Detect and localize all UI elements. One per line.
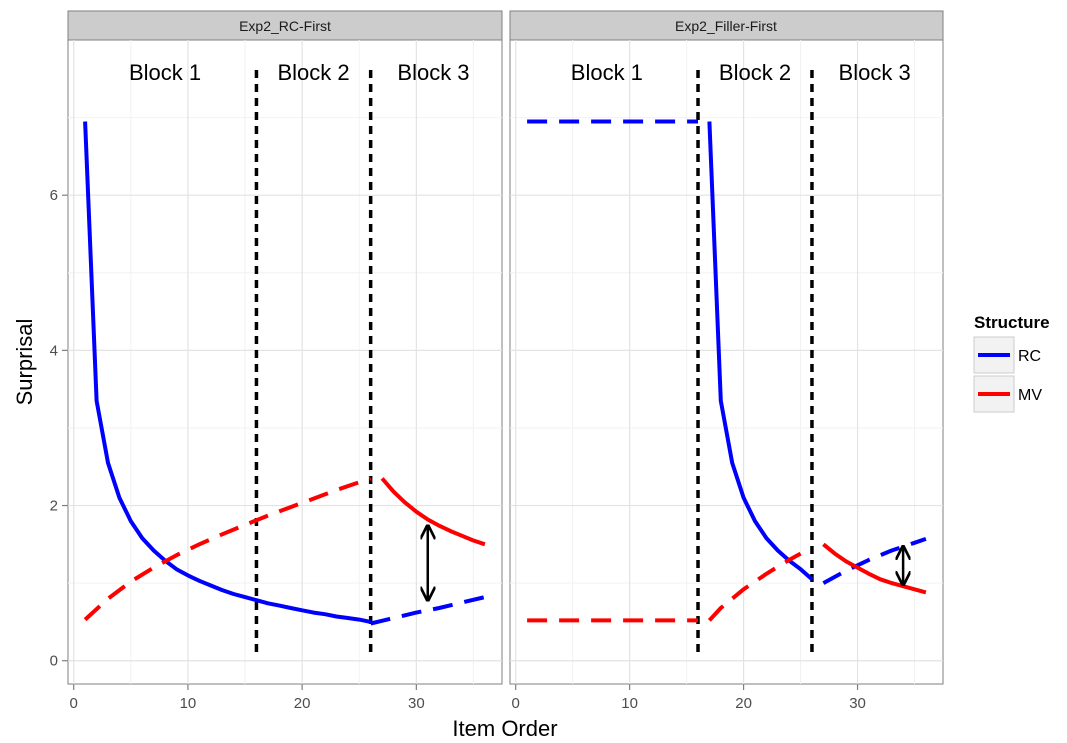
series-rc-solid (83, 121, 372, 624)
legend-title: Structure (974, 313, 1050, 332)
y-tick-label: 4 (50, 342, 58, 359)
y-tick-label: 6 (50, 187, 58, 204)
x-tick-label: 0 (512, 695, 520, 712)
gridlines (510, 40, 943, 684)
block-label-2: Block 2 (719, 60, 791, 85)
block-label-2: Block 2 (277, 60, 349, 85)
block-label-1: Block 1 (129, 60, 201, 85)
series-mv-dashed (83, 476, 372, 622)
legend-label-rc: RC (1018, 348, 1041, 365)
series-lines (527, 119, 927, 623)
x-tick-label: 20 (735, 695, 752, 712)
x-tick-label: 20 (294, 695, 311, 712)
x-ticks: 0 10 20 30 (512, 684, 866, 712)
series-rc-dashed (370, 595, 486, 626)
x-tick-label: 0 (70, 695, 78, 712)
legend-label-mv: MV (1018, 387, 1042, 404)
x-ticks: 0 10 20 30 (70, 684, 425, 712)
x-tick-label: 10 (621, 695, 638, 712)
x-axis-title: Item Order (452, 716, 557, 741)
series-lines (83, 121, 486, 626)
y-tick-label: 2 (50, 498, 58, 515)
strip-background (509, 10, 944, 41)
series-mv-solid (380, 477, 486, 547)
gridlines (68, 40, 502, 684)
block-label-1: Block 1 (571, 60, 643, 85)
x-tick-label: 30 (849, 695, 866, 712)
block-label-3: Block 3 (839, 60, 911, 85)
legend-item-mv: MV (973, 375, 1042, 413)
x-tick-label: 10 (180, 695, 197, 712)
block-label-3: Block 3 (397, 60, 469, 85)
panel-filler-first: Exp2_Filler-First Block 1 Block 2 Block … (509, 10, 944, 712)
y-axis-title: Surprisal (12, 319, 37, 406)
x-tick-label: 30 (408, 695, 425, 712)
y-ticks: 0 2 4 6 (50, 187, 68, 670)
series-mv-solid (822, 542, 927, 595)
panel-title: Exp2_Filler-First (675, 18, 777, 34)
series-rc-solid (707, 121, 814, 581)
plot-background (67, 39, 503, 685)
legend: Structure RC MV (973, 313, 1050, 413)
panel-rc-first: Exp2_RC-First Block 1 Block 2 Block 3 0 1… (67, 10, 503, 712)
series-rc-dashed (822, 537, 927, 585)
legend-item-rc: RC (973, 336, 1041, 374)
y-tick-label: 0 (50, 653, 58, 670)
strip-background (67, 10, 503, 41)
plot-background (509, 39, 944, 685)
series-mv-dashed (707, 551, 802, 622)
panel-title: Exp2_RC-First (239, 18, 331, 34)
